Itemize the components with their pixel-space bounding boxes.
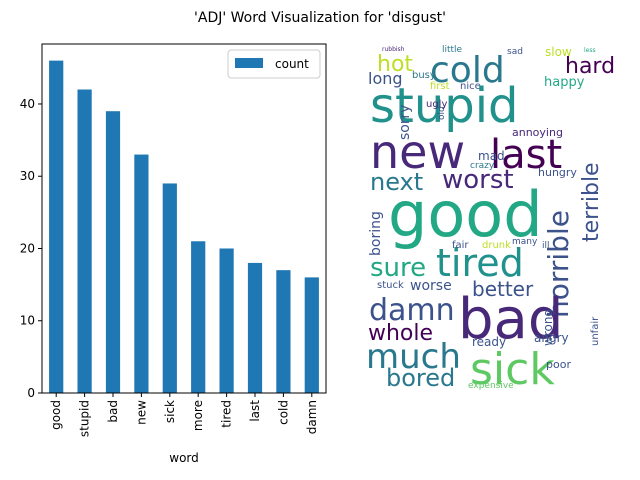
cloud-word-wrong: wrong: [541, 309, 555, 346]
x-tick-label-bad: bad: [106, 400, 120, 423]
cloud-word-sad: sad: [507, 47, 523, 57]
cloud-word-ready: ready: [472, 335, 506, 349]
cloud-word-less: less: [584, 47, 596, 54]
cloud-word-hungry: hungry: [538, 166, 577, 179]
cloud-word-damn: damn: [369, 293, 455, 328]
cloud-word-stuck: stuck: [377, 280, 404, 291]
cloud-word-unfair: unfair: [590, 316, 601, 346]
cloud-word-next: next: [370, 168, 423, 196]
bar-new: [134, 154, 149, 393]
x-tick-label-sick: sick: [163, 400, 177, 423]
cloud-word-expensive: expensive: [468, 381, 514, 391]
cloud-word-nice: nice: [460, 81, 481, 92]
x-tick-label-last: last: [248, 400, 262, 422]
y-tick-label-0: 0: [27, 386, 35, 400]
cloud-word-whole: whole: [368, 321, 433, 346]
bar-more: [191, 241, 206, 393]
cloud-word-first: first: [430, 81, 450, 92]
cloud-word-boring: boring: [368, 211, 384, 256]
cloud-word-sorry: sorry: [397, 105, 413, 140]
cloud-word-annoying: annoying: [512, 126, 563, 139]
cloud-word-sure: sure: [370, 253, 426, 283]
y-tick-label-10: 10: [20, 314, 35, 328]
bar-good: [49, 60, 64, 394]
bar-tired: [219, 248, 234, 393]
cloud-word-sick: sick: [470, 344, 555, 395]
x-tick-label-tired: tired: [220, 400, 234, 428]
cloud-word-bad: bad: [458, 287, 563, 352]
x-tick-label-cold: cold: [276, 400, 290, 425]
legend-label-count: count: [275, 57, 309, 71]
cloud-word-slow: slow: [545, 45, 572, 59]
cloud-word-stupid: stupid: [370, 78, 519, 134]
x-tick-label-damn: damn: [305, 400, 319, 434]
y-tick-label-40: 40: [20, 97, 35, 111]
legend-swatch: [235, 58, 263, 68]
cloud-word-poor: poor: [546, 358, 571, 371]
bar-group: [49, 60, 319, 394]
cloud-word-angry: angry: [534, 331, 569, 345]
x-tick-label-good: good: [49, 400, 63, 430]
cloud-word-worst: worst: [442, 165, 514, 195]
cloud-word-ugly: ugly: [426, 99, 447, 110]
cloud-word-cold: cold: [430, 50, 505, 91]
x-axis-label: word: [169, 451, 199, 465]
y-tick-label-20: 20: [20, 241, 35, 255]
y-tick-label-30: 30: [20, 169, 35, 183]
cloud-word-last: last: [490, 132, 562, 178]
figure-title: 'ADJ' Word Visualization for 'disgust': [194, 10, 446, 26]
cloud-word-mad: mad: [478, 149, 505, 163]
cloud-word-tired: tired: [436, 241, 524, 285]
bar-stupid: [77, 89, 92, 394]
cloud-word-many: many: [512, 237, 538, 247]
cloud-word-better: better: [472, 277, 534, 301]
cloud-word-hot: hot: [377, 52, 413, 77]
bar-last: [247, 262, 263, 393]
x-axis-ticks: good stupid bad new sick more tired last cold dam…: [49, 393, 319, 437]
cloud-word-fair: fair: [452, 240, 469, 251]
cloud-word-happy: happy: [544, 75, 585, 90]
bar-cold: [276, 270, 291, 393]
cloud-word-bored: bored: [386, 364, 455, 392]
cloud-word-drunk: drunk: [482, 240, 511, 251]
cloud-word-worse: worse: [410, 278, 452, 294]
cloud-word-little: little: [442, 45, 463, 55]
cloud-word-busy: busy: [412, 70, 436, 81]
cloud-word-crazy: crazy: [470, 161, 495, 171]
x-tick-label-more: more: [191, 400, 205, 431]
legend-box: [227, 49, 321, 79]
bar-chart-axes-frame: [41, 43, 327, 394]
cloud-word-ill: ill: [542, 241, 550, 251]
bar-damn: [304, 277, 319, 393]
bar-sick: [162, 183, 177, 393]
cloud-word-rubbish: rubbish: [382, 46, 405, 53]
bar-chart: 0 10 20 30 40 good stupid bad new sick more tired l…: [20, 43, 327, 465]
legend: count: [227, 49, 321, 79]
bar-bad: [105, 111, 121, 393]
x-tick-label-stupid: stupid: [78, 400, 92, 437]
x-tick-label-new: new: [134, 400, 148, 425]
cloud-word-horrible: horrible: [542, 210, 575, 318]
cloud-word-new: new: [370, 125, 465, 179]
cloud-word-hard: hard: [565, 54, 615, 79]
cloud-word-much: much: [366, 337, 461, 377]
cloud-word-old: old: [437, 106, 447, 120]
cloud-word-long: long: [368, 69, 403, 88]
cloud-word-good: good: [388, 178, 543, 251]
y-axis-ticks: 0 10 20 30 40: [20, 97, 42, 400]
cloud-word-terrible: terrible: [579, 162, 604, 242]
